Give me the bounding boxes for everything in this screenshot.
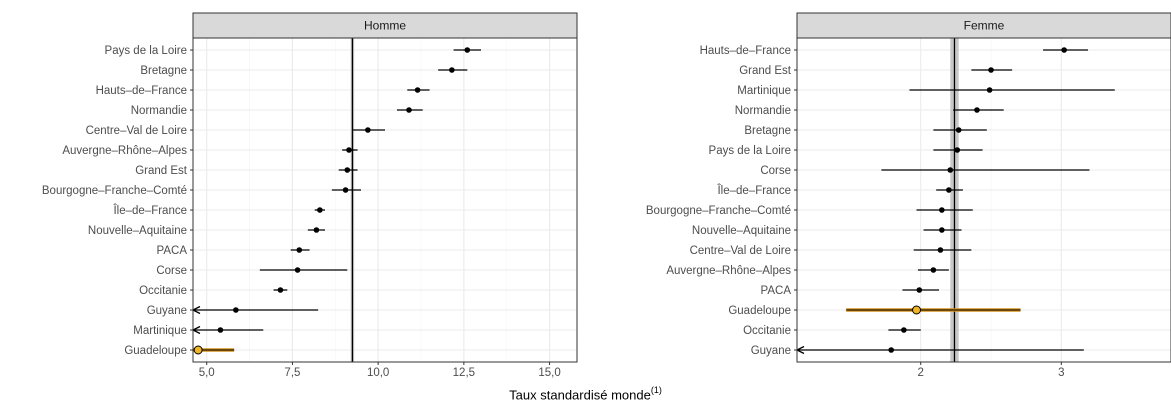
data-point — [342, 187, 349, 193]
data-point — [313, 227, 320, 233]
y-tick-label: Normandie — [735, 105, 791, 117]
y-tick-label: Normandie — [131, 105, 187, 117]
data-point — [344, 167, 351, 173]
y-tick-label: Martinique — [133, 325, 187, 337]
data-point — [974, 107, 980, 113]
data-point — [946, 187, 952, 193]
y-tick-label: Île–de–France — [112, 204, 187, 217]
y-tick-label: Hauts–de–France — [96, 85, 187, 97]
x-tick-label: 12,5 — [453, 367, 475, 379]
y-tick-label: Bourgogne–Franche–Comté — [646, 205, 791, 217]
y-tick-label: Auvergne–Rhône–Alpes — [666, 265, 791, 277]
panel-homme: Pays de la Loire Bretagne Hauts–de–France N… — [42, 12, 578, 379]
y-tick-label: Guadeloupe — [124, 345, 187, 357]
panel-background — [797, 38, 1171, 362]
y-tick-label: Pays de la Loire — [709, 145, 791, 157]
x-tick-label: 10,0 — [367, 367, 389, 379]
x-tick-label: 5,0 — [199, 367, 215, 379]
y-tick-label: Bretagne — [744, 125, 791, 137]
data-point — [217, 327, 224, 333]
data-point — [955, 127, 962, 133]
x-axis-title-note: (1) — [650, 385, 662, 395]
panel-strip — [192, 12, 578, 39]
data-point — [947, 167, 954, 173]
data-point — [939, 207, 945, 213]
y-tick-label: Guadeloupe — [728, 305, 791, 317]
data-point — [294, 267, 301, 273]
y-tick-label: Martinique — [737, 85, 791, 97]
x-tick-label: 3 — [1058, 367, 1064, 379]
data-point — [986, 87, 993, 93]
data-point — [406, 107, 412, 113]
x-axis-title-text: Taux standardisé monde — [509, 387, 651, 403]
y-tick-label: Guyane — [751, 345, 791, 357]
x-tick-label: 7,5 — [284, 367, 300, 379]
y-tick-label: Nouvelle–Aquitaine — [88, 225, 187, 237]
panel-title: Femme — [964, 19, 1005, 33]
y-tick-label: Corse — [760, 165, 791, 177]
y-tick-label: PACA — [761, 285, 792, 297]
y-tick-label: Île–de–France — [716, 184, 791, 197]
data-point — [954, 147, 961, 153]
y-tick-label: Grand Est — [135, 165, 188, 177]
y-tick-label: Bourgogne–Franche–Comté — [42, 185, 187, 197]
data-point — [930, 267, 937, 273]
y-tick-label: Pays de la Loire — [105, 45, 187, 57]
y-tick-label: Centre–Val de Loire — [690, 245, 791, 257]
x-tick-label: 15,0 — [538, 367, 560, 379]
y-tick-label: Occitanie — [139, 285, 187, 297]
data-point — [939, 227, 945, 233]
data-point — [988, 67, 994, 73]
data-point — [365, 127, 371, 133]
y-tick-label: PACA — [157, 245, 188, 257]
data-point — [233, 307, 239, 313]
data-point-highlight — [193, 345, 203, 355]
data-point — [277, 287, 284, 293]
panel-femme: Hauts–de–France Grand Est Martinique Norman… — [646, 12, 1171, 379]
panel-title: Homme — [364, 19, 406, 33]
data-point-highlight — [912, 305, 922, 315]
panel-strip — [796, 12, 1171, 39]
data-point — [901, 327, 907, 333]
y-tick-label: Auvergne–Rhône–Alpes — [62, 145, 187, 157]
data-point — [414, 87, 421, 93]
data-point — [464, 47, 471, 53]
data-point — [888, 347, 895, 353]
data-point — [296, 247, 303, 253]
y-tick-label: Centre–Val de Loire — [86, 125, 187, 137]
data-point — [449, 67, 455, 73]
panel-background — [193, 38, 577, 362]
data-point — [916, 287, 923, 293]
y-tick-label: Bretagne — [140, 65, 187, 77]
x-tick-label: 2 — [918, 367, 924, 379]
y-tick-label: Hauts–de–France — [700, 45, 791, 57]
y-tick-label: Corse — [156, 265, 187, 277]
y-tick-label: Grand Est — [739, 65, 792, 77]
x-axis-title: Taux standardisé monde(1) — [0, 385, 1171, 403]
y-tick-label: Guyane — [147, 305, 187, 317]
y-tick-label: Occitanie — [743, 325, 791, 337]
data-point — [937, 247, 944, 253]
data-point — [1061, 47, 1067, 53]
y-tick-label: Nouvelle–Aquitaine — [692, 225, 791, 237]
data-point — [317, 207, 323, 213]
data-point — [346, 147, 352, 153]
